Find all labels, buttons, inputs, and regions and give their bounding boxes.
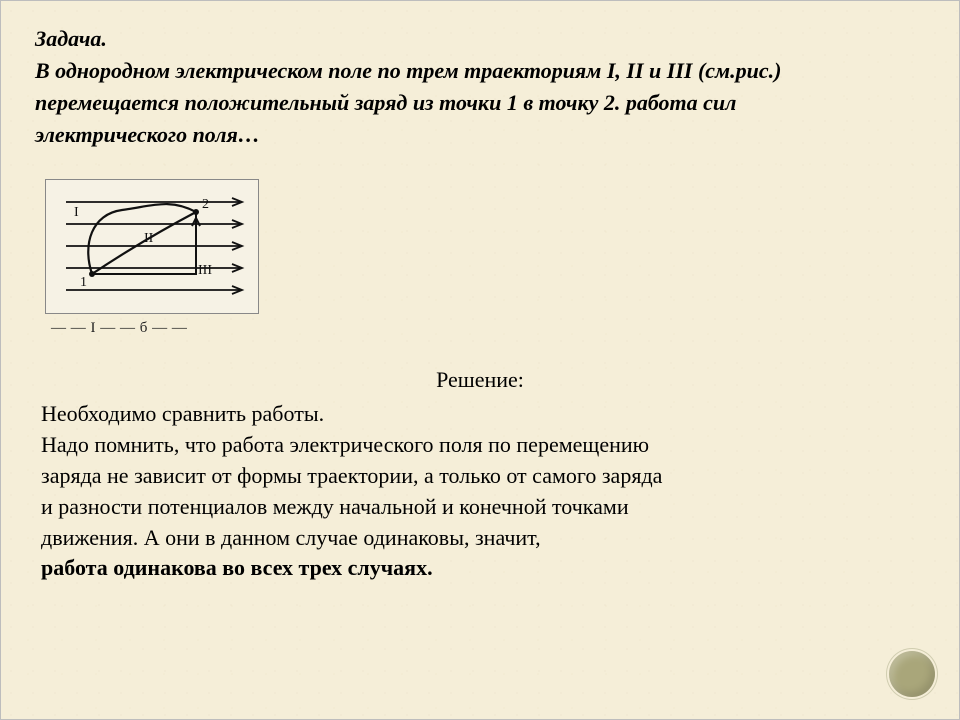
figure-caption-fragment: — — I — — б — —	[51, 320, 925, 337]
trajectory-figure: IIIIII12	[45, 179, 259, 314]
svg-text:II: II	[144, 231, 154, 246]
problem-block: Задача. В однородном электрическом поле …	[35, 23, 925, 151]
solution-line-3: заряда не зависит от формы траектории, а…	[41, 461, 919, 492]
problem-title: Задача.	[35, 23, 925, 55]
svg-text:I: I	[74, 205, 79, 220]
problem-line-3: электрического поля…	[35, 119, 925, 151]
svg-text:2: 2	[202, 197, 209, 212]
problem-line-1: В однородном электрическом поле по трем …	[35, 55, 925, 87]
solution-line-2: Надо помнить, что работа электрического …	[41, 430, 919, 461]
figure-container: IIIIII12 — — I — — б — —	[45, 179, 925, 337]
trajectory-svg: IIIIII12	[52, 184, 252, 304]
decorative-dot-icon	[889, 651, 935, 697]
svg-text:1: 1	[80, 275, 87, 290]
solution-title: Решение:	[41, 365, 919, 396]
problem-line-2: перемещается положительный заряд из точк…	[35, 87, 925, 119]
solution-block: Решение: Необходимо сравнить работы. Над…	[41, 365, 919, 585]
solution-answer: работа одинакова во всех трех случаях.	[41, 553, 919, 584]
solution-line-5: движения. А они в данном случае одинаков…	[41, 523, 919, 554]
solution-line-4: и разности потенциалов между начальной и…	[41, 492, 919, 523]
svg-text:III: III	[198, 263, 212, 278]
solution-line-1: Необходимо сравнить работы.	[41, 399, 919, 430]
